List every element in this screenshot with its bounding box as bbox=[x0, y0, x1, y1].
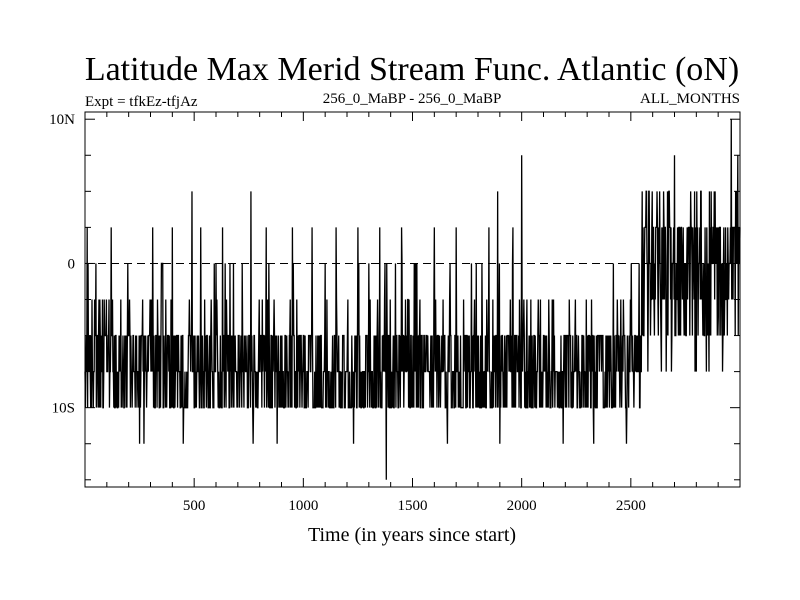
x-tick-label: 500 bbox=[183, 498, 206, 514]
y-tick-label: 10N bbox=[49, 112, 75, 128]
x-tick-label: 1000 bbox=[288, 498, 318, 514]
y-tick-label: 0 bbox=[68, 256, 76, 272]
x-tick-label: 2000 bbox=[507, 498, 537, 514]
plot-area: 500 1000 1500 2000 2500 10S 0 10N bbox=[49, 111, 741, 514]
chart-title: Latitude Max Merid Stream Func. Atlantic… bbox=[85, 51, 739, 88]
chart-subtitle-center: 256_0_MaBP - 256_0_MaBP bbox=[323, 91, 502, 107]
x-axis-label: Time (in years since start) bbox=[308, 524, 516, 546]
chart-subtitle-right: ALL_MONTHS bbox=[640, 91, 740, 107]
y-tick-label: 10S bbox=[52, 401, 75, 417]
series-line bbox=[84, 119, 741, 480]
chart-subtitle-left: Expt = tfkEz-tfjAz bbox=[85, 94, 198, 110]
x-tick-label: 1500 bbox=[398, 498, 428, 514]
x-tick-label: 2500 bbox=[616, 498, 646, 514]
